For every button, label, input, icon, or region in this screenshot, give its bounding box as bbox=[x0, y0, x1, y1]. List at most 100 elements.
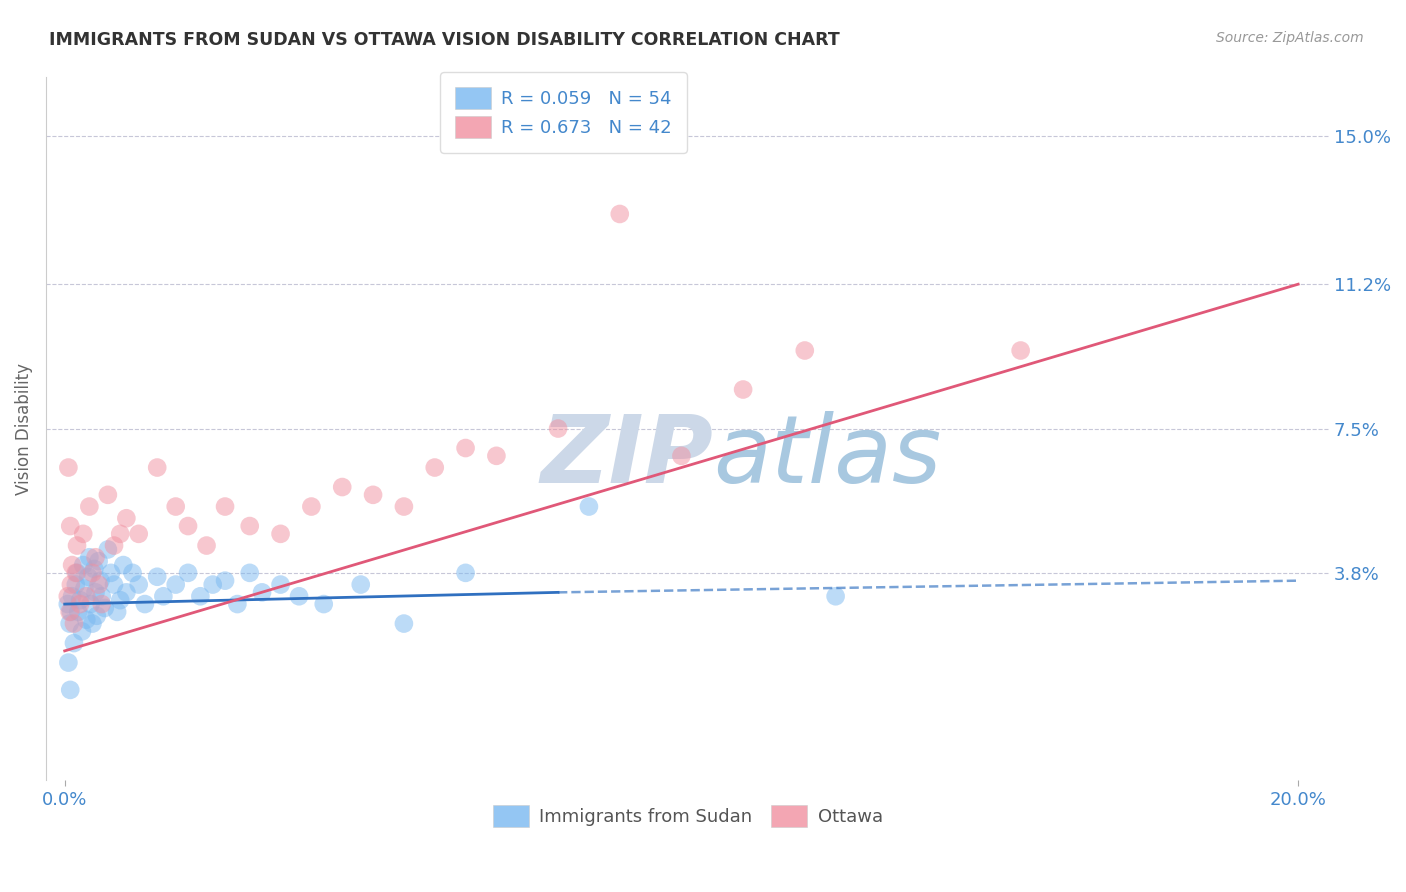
Point bbox=[65, 577, 87, 591]
Point bbox=[67, 605, 90, 619]
Point bbox=[69, 593, 91, 607]
Point bbox=[79, 500, 101, 514]
Point bbox=[73, 582, 96, 596]
Point bbox=[239, 566, 262, 580]
Point bbox=[97, 542, 120, 557]
Point bbox=[63, 636, 86, 650]
Point bbox=[165, 500, 187, 514]
Point bbox=[60, 558, 83, 572]
Point bbox=[90, 597, 112, 611]
Point bbox=[108, 593, 131, 607]
Point bbox=[83, 562, 105, 576]
Point bbox=[84, 550, 107, 565]
Point bbox=[250, 585, 273, 599]
Point bbox=[547, 421, 569, 435]
Point bbox=[56, 589, 79, 603]
Point bbox=[824, 589, 846, 603]
Point bbox=[82, 566, 104, 580]
Point bbox=[423, 460, 446, 475]
Point bbox=[89, 574, 111, 588]
Point bbox=[454, 566, 477, 580]
Point bbox=[65, 566, 87, 580]
Point bbox=[94, 601, 117, 615]
Point bbox=[146, 570, 169, 584]
Point bbox=[115, 511, 138, 525]
Point bbox=[165, 577, 187, 591]
Point bbox=[288, 589, 311, 603]
Point bbox=[82, 616, 104, 631]
Point bbox=[239, 519, 262, 533]
Point bbox=[59, 519, 82, 533]
Point bbox=[1010, 343, 1032, 358]
Point bbox=[59, 616, 82, 631]
Point bbox=[270, 526, 292, 541]
Point bbox=[578, 500, 600, 514]
Point bbox=[299, 500, 322, 514]
Point bbox=[79, 597, 101, 611]
Point bbox=[146, 460, 169, 475]
Point bbox=[66, 539, 89, 553]
Point bbox=[58, 460, 80, 475]
Point bbox=[59, 605, 82, 619]
Point bbox=[226, 597, 249, 611]
Point bbox=[392, 500, 415, 514]
Point bbox=[392, 616, 415, 631]
Point bbox=[103, 577, 125, 591]
Point bbox=[128, 526, 150, 541]
Point bbox=[59, 605, 82, 619]
Point bbox=[361, 488, 384, 502]
Point bbox=[214, 574, 236, 588]
Point bbox=[128, 577, 150, 591]
Point bbox=[84, 585, 107, 599]
Point bbox=[58, 656, 80, 670]
Point bbox=[69, 597, 91, 611]
Point bbox=[75, 589, 97, 603]
Point bbox=[90, 589, 112, 603]
Point bbox=[190, 589, 212, 603]
Point bbox=[70, 624, 93, 639]
Point bbox=[609, 207, 631, 221]
Point bbox=[733, 383, 755, 397]
Point bbox=[121, 566, 143, 580]
Point bbox=[66, 566, 89, 580]
Point bbox=[454, 441, 477, 455]
Point bbox=[56, 597, 79, 611]
Text: IMMIGRANTS FROM SUDAN VS OTTAWA VISION DISABILITY CORRELATION CHART: IMMIGRANTS FROM SUDAN VS OTTAWA VISION D… bbox=[49, 31, 839, 49]
Point bbox=[195, 539, 218, 553]
Text: atlas: atlas bbox=[713, 411, 942, 502]
Point bbox=[152, 589, 174, 603]
Y-axis label: Vision Disability: Vision Disability bbox=[15, 362, 32, 494]
Point bbox=[270, 577, 292, 591]
Point bbox=[214, 500, 236, 514]
Point bbox=[87, 577, 110, 591]
Point bbox=[312, 597, 335, 611]
Point bbox=[671, 449, 693, 463]
Point bbox=[330, 480, 353, 494]
Point bbox=[86, 608, 108, 623]
Point bbox=[79, 550, 101, 565]
Text: Source: ZipAtlas.com: Source: ZipAtlas.com bbox=[1216, 31, 1364, 45]
Point bbox=[134, 597, 156, 611]
Point bbox=[108, 526, 131, 541]
Point bbox=[72, 558, 94, 572]
Point bbox=[59, 577, 82, 591]
Point bbox=[177, 566, 200, 580]
Legend: Immigrants from Sudan, Ottawa: Immigrants from Sudan, Ottawa bbox=[485, 797, 890, 834]
Point bbox=[59, 682, 82, 697]
Point bbox=[350, 577, 373, 591]
Point bbox=[77, 570, 100, 584]
Point bbox=[60, 589, 83, 603]
Text: ZIP: ZIP bbox=[540, 410, 713, 502]
Point bbox=[103, 539, 125, 553]
Point bbox=[105, 605, 128, 619]
Point bbox=[100, 566, 122, 580]
Point bbox=[75, 613, 97, 627]
Point bbox=[72, 526, 94, 541]
Point bbox=[112, 558, 135, 572]
Point bbox=[485, 449, 508, 463]
Point bbox=[97, 488, 120, 502]
Point bbox=[793, 343, 815, 358]
Point bbox=[63, 616, 86, 631]
Point bbox=[201, 577, 224, 591]
Point bbox=[115, 585, 138, 599]
